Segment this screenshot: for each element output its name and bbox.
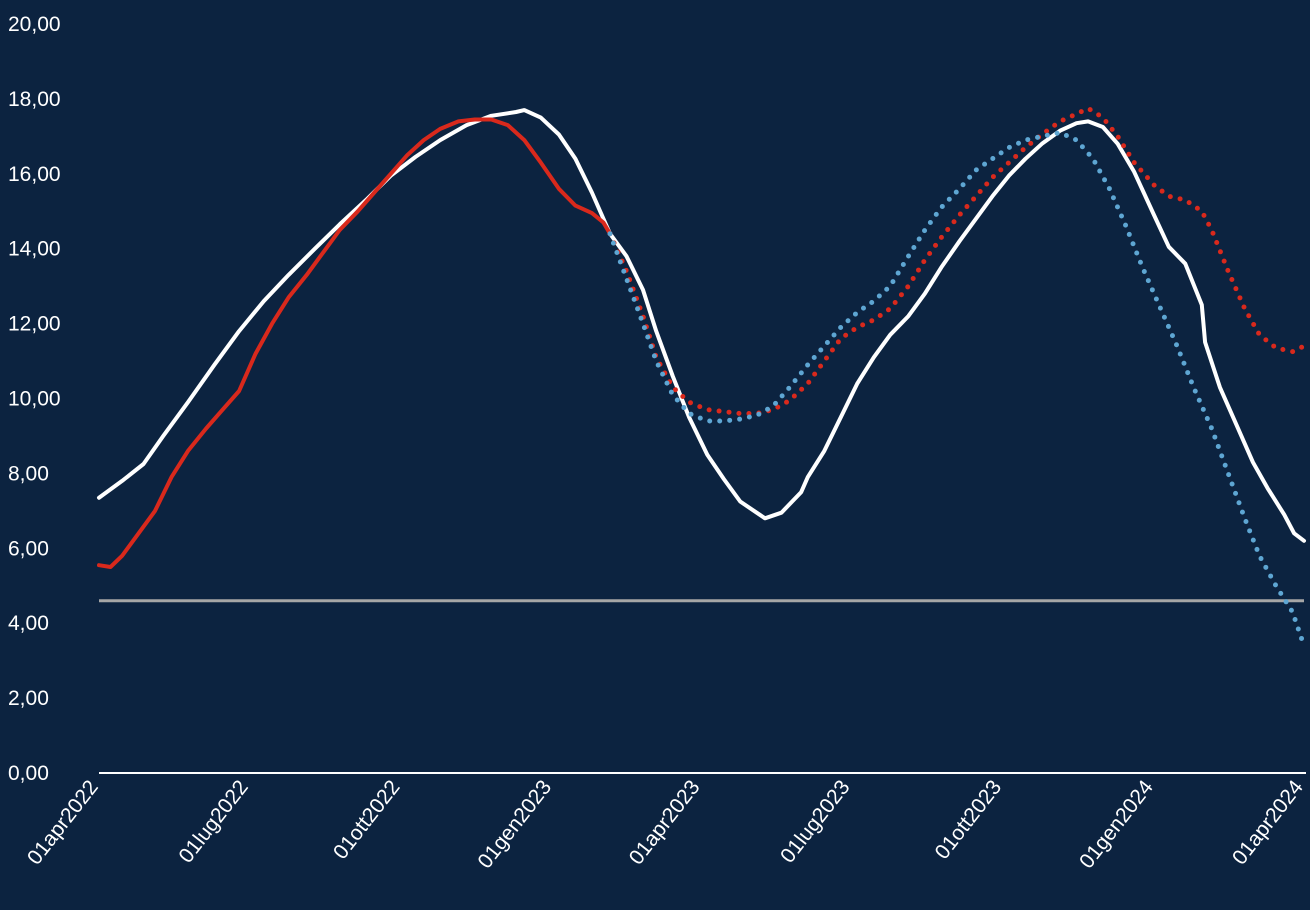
y-tick-label: 8,00 — [8, 462, 49, 485]
y-tick-label: 12,00 — [8, 313, 61, 336]
x-tick-label: 01apr2024 — [1228, 776, 1308, 870]
y-tick-label: 0,00 — [8, 762, 49, 785]
y-tick-label: 4,00 — [8, 612, 49, 635]
series-line-3 — [607, 105, 1307, 416]
y-tick-label: 14,00 — [8, 238, 61, 261]
plot-area: 0,00 2,00 4,00 6,00 8,00 10,00 12,00 14,00 16,00… — [8, 13, 1308, 873]
y-tick-label: 18,00 — [8, 88, 61, 111]
x-tick-label: 01apr2022 — [23, 776, 103, 869]
series-line-4 — [607, 130, 1307, 649]
x-tick-label: 01ott2022 — [329, 776, 405, 864]
x-tick-label: 01lug2022 — [174, 776, 253, 867]
series-line-2 — [97, 117, 612, 569]
y-tick-label: 16,00 — [8, 163, 61, 186]
y-tick-label: 10,00 — [8, 388, 61, 411]
series-line-1 — [97, 108, 1306, 543]
x-axis-tick-labels: 01apr2022 01lug2022 01ott2022 01gen2023 01ap… — [23, 776, 1308, 873]
y-tick-label: 6,00 — [8, 537, 49, 560]
x-tick-label: 01gen2023 — [473, 776, 556, 873]
y-tick-label: 2,00 — [8, 687, 49, 710]
x-tick-label: 01apr2023 — [625, 776, 705, 869]
x-tick-label: 01gen2024 — [1075, 776, 1158, 873]
y-axis-tick-labels: 0,00 2,00 4,00 6,00 8,00 10,00 12,00 14,00 16,00… — [8, 13, 61, 785]
y-tick-label: 20,00 — [8, 13, 61, 36]
x-tick-label: 01lug2023 — [776, 776, 855, 867]
x-tick-label: 01ott2023 — [931, 776, 1007, 864]
series-group — [97, 105, 1307, 649]
